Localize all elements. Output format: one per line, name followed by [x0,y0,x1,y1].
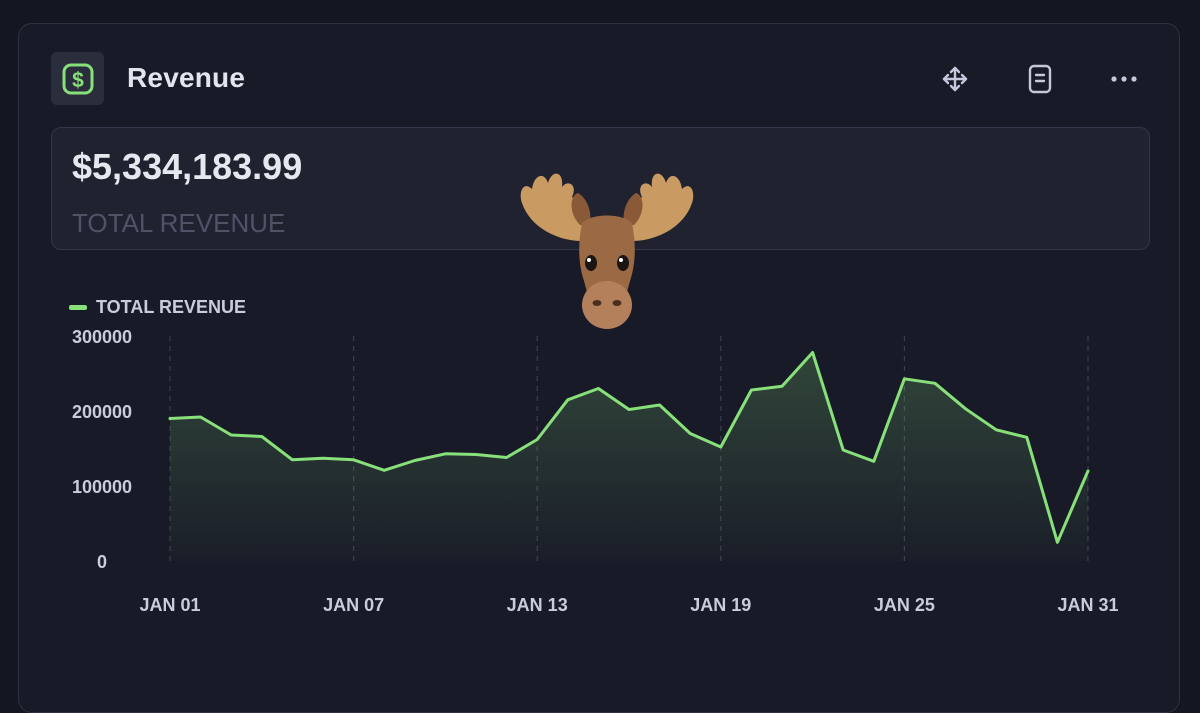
data-point-29[interactable] [1025,435,1029,439]
y-tick-label: 300000 [72,327,132,347]
data-point-19[interactable] [719,445,723,449]
x-tick-label: JAN 25 [874,595,935,615]
data-point-1[interactable] [168,417,172,421]
revenue-widget: $ Revenue $5,334,183.99 TOTAL REVENUE TO… [18,23,1180,713]
legend-label: TOTAL REVENUE [96,297,247,317]
x-tick-label: JAN 01 [139,595,200,615]
data-point-2[interactable] [199,415,203,419]
total-revenue-value: $5,334,183.99 [72,146,303,187]
chart-legend: TOTAL REVENUE [69,297,246,318]
data-point-15[interactable] [596,387,600,391]
more-icon[interactable] [1107,62,1141,96]
x-tick-label: JAN 19 [690,595,751,615]
svg-text:$: $ [72,69,84,92]
move-icon[interactable] [938,62,972,96]
y-tick-label: 100000 [72,477,132,497]
data-point-5[interactable] [290,458,294,462]
document-icon[interactable] [1023,62,1057,96]
data-point-31[interactable] [1086,469,1090,473]
data-point-9[interactable] [413,459,417,463]
data-point-24[interactable] [872,459,876,463]
data-point-14[interactable] [566,398,570,402]
x-axis: JAN 01 JAN 07 JAN 13 JAN 19 JAN 25 JAN 31 [139,595,1118,615]
chart-area-layer [168,351,1090,561]
dollar-icon: $ [51,52,104,105]
data-point-18[interactable] [688,432,692,436]
series-line [168,351,1090,544]
data-point-4[interactable] [260,435,264,439]
x-tick-label: JAN 07 [323,595,384,615]
data-point-22[interactable] [811,351,815,355]
data-point-25[interactable] [902,377,906,381]
data-point-13[interactable] [535,438,539,442]
data-point-11[interactable] [474,453,478,457]
data-point-3[interactable] [229,433,233,437]
data-point-30[interactable] [1055,540,1059,544]
x-tick-label: JAN 31 [1057,595,1118,615]
series-area [170,352,1088,561]
data-point-8[interactable] [382,468,386,472]
data-point-6[interactable] [321,456,325,460]
y-tick-label: 200000 [72,402,132,422]
data-point-21[interactable] [780,384,784,388]
total-revenue-label: TOTAL REVENUE [72,208,286,238]
data-point-23[interactable] [841,448,845,452]
data-point-16[interactable] [627,408,631,412]
data-point-20[interactable] [749,388,753,392]
widget-title: Revenue [127,62,246,93]
data-point-7[interactable] [352,458,356,462]
y-axis: 300000 200000 100000 0 [72,327,132,572]
x-tick-label: JAN 13 [507,595,568,615]
moose-icon [520,173,694,329]
data-point-26[interactable] [933,381,937,385]
data-point-17[interactable] [658,403,662,407]
legend-swatch [69,305,87,310]
data-point-10[interactable] [443,452,447,456]
data-point-28[interactable] [994,428,998,432]
y-tick-label: 0 [97,552,107,572]
data-point-12[interactable] [505,456,509,460]
data-point-27[interactable] [964,407,968,411]
